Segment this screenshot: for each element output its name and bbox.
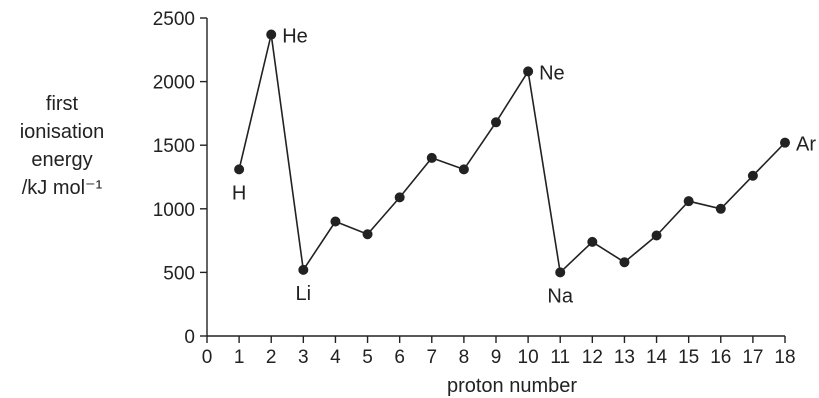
data-point <box>298 264 309 275</box>
data-point <box>555 267 566 278</box>
point-label: Ar <box>796 134 816 156</box>
x-tick-label: 1 <box>234 347 245 368</box>
x-tick-label: 4 <box>330 347 341 368</box>
data-point <box>587 236 598 247</box>
y-tick-label: 0 <box>184 327 195 348</box>
point-label: Na <box>547 285 573 307</box>
x-tick-label: 18 <box>774 347 795 368</box>
data-point <box>619 257 630 268</box>
x-tick-label: 7 <box>426 347 437 368</box>
x-tick-label: 5 <box>362 347 373 368</box>
data-point <box>394 192 405 203</box>
x-tick-label: 6 <box>394 347 405 368</box>
point-label: H <box>232 182 246 204</box>
x-tick-label: 3 <box>298 347 309 368</box>
y-axis-title: first ionisation energy /kJ mol⁻¹ <box>20 93 105 199</box>
data-point <box>523 66 534 77</box>
data-point <box>715 203 726 214</box>
series-line <box>238 33 786 274</box>
data-point <box>330 216 341 227</box>
y-axis-title-line: /kJ mol⁻¹ <box>22 177 103 199</box>
y-tick-label: 2000 <box>153 73 195 94</box>
x-tick-label: 13 <box>614 347 635 368</box>
y-axis-title-line: first <box>46 93 79 115</box>
data-point <box>234 164 245 175</box>
x-tick-label: 10 <box>518 347 539 368</box>
x-tick-label: 9 <box>491 347 502 368</box>
data-point <box>651 230 662 241</box>
x-axis-title: proton number <box>447 375 577 397</box>
x-tick-label: 2 <box>266 347 277 368</box>
data-point <box>491 117 501 128</box>
x-tick-label: 0 <box>202 347 213 368</box>
x-tick-label: 16 <box>710 347 731 368</box>
x-tick-label: 12 <box>582 347 603 368</box>
x-tick-label: 15 <box>678 347 699 368</box>
data-point <box>747 170 758 181</box>
y-axis-title-line: energy <box>31 149 92 171</box>
data-point <box>426 152 437 163</box>
y-axis-title-line: ionisation <box>20 121 105 143</box>
data-point <box>780 137 790 148</box>
y-tick-label: 2500 <box>153 9 195 30</box>
data-point <box>458 164 469 175</box>
data-point <box>362 229 373 240</box>
data-point <box>683 196 694 207</box>
x-tick-label: 11 <box>550 347 570 368</box>
point-label: He <box>282 26 308 48</box>
x-tick-label: 14 <box>646 347 668 368</box>
data-point <box>266 29 277 40</box>
point-label: Li <box>296 283 312 305</box>
point-label: Ne <box>539 62 565 84</box>
x-tick-label: 8 <box>459 347 470 368</box>
x-tick-label: 17 <box>742 347 763 368</box>
y-tick-label: 500 <box>163 263 195 284</box>
y-tick-label: 1000 <box>153 200 195 221</box>
y-tick-label: 1500 <box>153 136 195 157</box>
